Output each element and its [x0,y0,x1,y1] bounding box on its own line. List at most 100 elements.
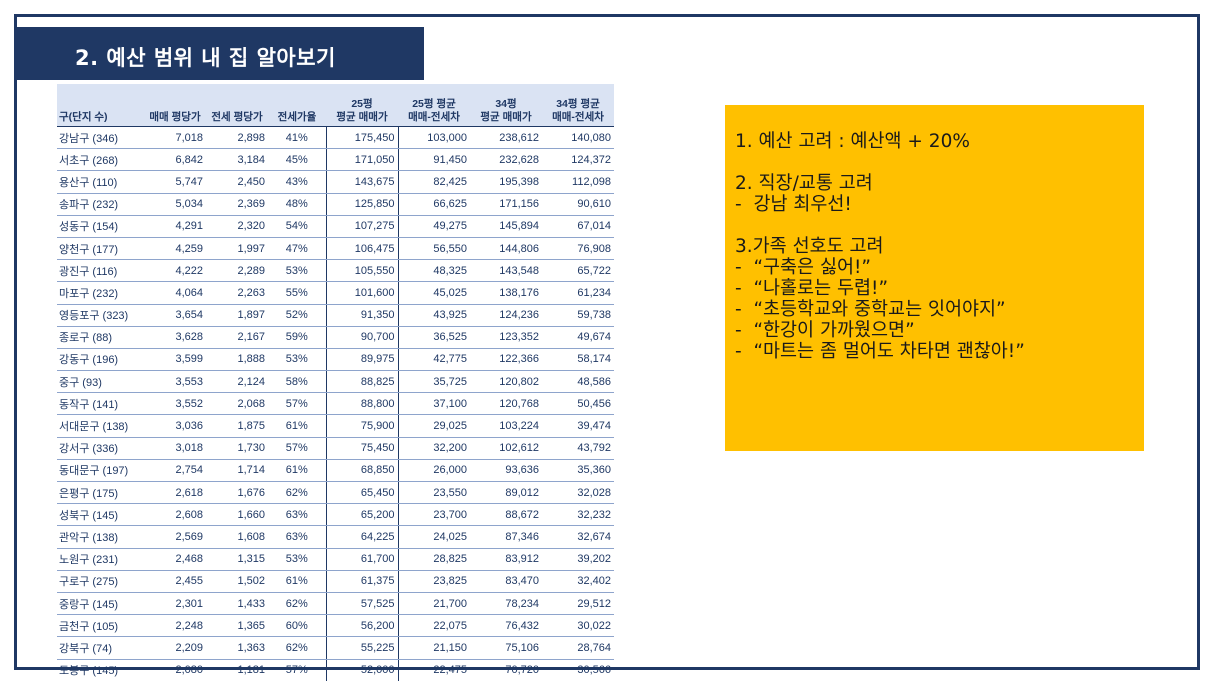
value-cell: 61,375 [326,570,399,593]
value-cell: 1,888 [206,348,268,372]
value-cell: 3,552 [144,392,206,416]
column-header: 34평 평균 매매-전세차 [542,84,614,127]
value-cell: 2,754 [144,459,206,483]
district-cell: 서대문구 (138) [57,414,144,438]
table-row: 관악구 (138) 2,569 1,608 63% 64,225 24,025 87,346… [57,525,614,549]
value-cell: 49,275 [398,215,470,238]
value-cell: 57,525 [326,592,399,616]
value-cell: 3,599 [144,348,206,372]
district-cell: 동대문구 (197) [57,459,144,483]
value-cell: 28,825 [398,548,470,571]
value-cell: 2,080 [175,664,203,677]
value-cell: 28,764 [542,636,614,660]
value-cell: 143,548 [470,259,542,283]
value-cell: 3,553 [144,370,206,394]
value-cell: 66,625 [398,193,470,216]
value-cell: 238,612 [470,126,542,150]
value-cell: 67,014 [542,215,614,238]
district-cell: 양천구 (177) [57,237,144,261]
value-cell: 143,675 [326,170,399,194]
value-cell: 7,018 [144,126,206,150]
district-cell: 중구 (93) [57,370,144,394]
value-cell: 4,064 [144,281,206,305]
value-cell: 83,470 [470,570,542,593]
value-cell: 2,369 [206,193,268,216]
table-header-row: 구(단지 수) 매매 평당가 전세 평당가 전세가율 25평 평균 매매가 25평 평균 … [57,84,614,127]
value-cell: 30,566 [577,664,611,677]
table-row: 영등포구 (323) 3,654 1,897 52% 91,350 43,925 124,2… [57,304,614,327]
value-cell: 39,474 [542,414,614,438]
considerations-box: 1. 예산 고려 : 예산액 + 20% 2. 직장/교통 고려 강남 최우선!… [725,105,1144,451]
value-cell: 43,792 [542,437,614,460]
table-row: 동대문구 (197) 2,754 1,714 61% 68,850 26,000 93,63… [57,459,614,483]
value-cell: 124,372 [542,148,614,172]
table-row: 구로구 (275) 2,455 1,502 61% 61,375 23,825 83,470… [57,570,614,593]
table-row: 성동구 (154) 4,291 2,320 54% 107,275 49,275 145,8… [57,215,614,238]
value-cell: 91,350 [326,304,399,327]
district-cell: 송파구 (232) [57,193,144,216]
value-cell: 89,012 [470,481,542,505]
value-cell: 59% [268,326,327,349]
table-row: 송파구 (232) 5,034 2,369 48% 125,850 66,625 171,1… [57,193,614,216]
district-cell: 중랑구 (145) [57,592,144,616]
value-cell: 4,222 [144,259,206,283]
value-cell: 53% [268,259,327,283]
value-cell: 57% [268,659,327,681]
district-cell: 종로구 (88) [57,326,144,349]
district-cell: 노원구 (231) [57,548,144,571]
value-cell: 88,800 [326,392,399,416]
value-cell: 2,618 [144,481,206,505]
value-cell: 32,200 [398,437,470,460]
value-cell: 1,433 [206,592,268,616]
value-cell: 145,894 [470,215,542,238]
value-cell: 42,775 [398,348,470,372]
value-cell: 54% [268,215,327,238]
value-cell: 1,660 [206,503,268,527]
value-cell: 57% [268,437,327,460]
value-cell: 32,232 [542,503,614,527]
value-cell: 103,000 [398,126,470,150]
value-cell: 56,550 [398,237,470,261]
value-cell: 43,925 [398,304,470,327]
value-cell: 32,674 [542,525,614,549]
value-cell: 1,897 [206,304,268,327]
value-cell: 48,325 [398,259,470,283]
value-cell: 106,475 [326,237,399,261]
value-cell: 21,700 [398,592,470,616]
value-cell: 43% [268,170,327,194]
table-row: 양천구 (177) 4,259 1,997 47% 106,475 56,550 144,8… [57,237,614,261]
value-cell: 23,700 [398,503,470,527]
value-cell: 123,352 [470,326,542,349]
value-cell: 2,248 [144,614,206,638]
value-cell: 112,098 [542,170,614,194]
district-cell: 은평구 (175) [57,481,144,505]
value-cell: 122,366 [470,348,542,372]
value-cell: 56,200 [326,614,399,638]
value-cell: 2,455 [144,570,206,593]
value-cell: 1,363 [206,636,268,660]
value-cell: 35,725 [398,370,470,394]
district-cell: 강동구 (196) [57,348,144,372]
value-cell: 65,722 [542,259,614,283]
district-cell: 강서구 (336) [57,437,144,460]
value-cell: 21,150 [398,636,470,660]
value-cell: 1,875 [206,414,268,438]
value-cell: 61% [268,570,327,593]
value-cell: 120,802 [470,370,542,394]
value-cell: 61,234 [542,281,614,305]
value-cell: 232,628 [470,148,542,172]
value-cell: 90,610 [542,193,614,216]
column-header: 전세 평당가 [206,84,268,127]
value-cell: 2,209 [144,636,206,660]
value-cell: 30,022 [542,614,614,638]
district-cell: 광진구 (116) [57,259,144,283]
value-cell: 62% [268,636,327,660]
value-cell: 2,320 [206,215,268,238]
value-cell: 2,068 [206,392,268,416]
value-cell: 88,672 [470,503,542,527]
value-cell: 53% [268,548,327,571]
value-cell: 2,468 [144,548,206,571]
value-cell: 78,234 [470,592,542,616]
value-cell: 171,050 [326,148,399,172]
value-cell: 1,608 [206,525,268,549]
